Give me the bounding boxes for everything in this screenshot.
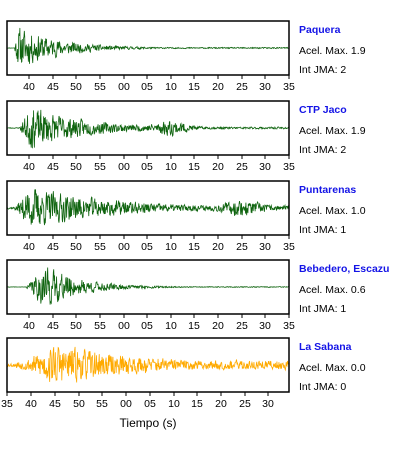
tick-label: 55 xyxy=(94,241,106,253)
panel-2: 40 45 50 55 00 05 10 15 20 25 30 35 CTP Jaco Acel. Ma… xyxy=(6,100,366,173)
panel-5: 35 40 45 50 55 00 05 10 15 20 25 30 La Sabana Acel. M… xyxy=(1,337,366,410)
station-name: CTP Jaco xyxy=(299,104,347,116)
tick-label: 05 xyxy=(141,161,153,173)
tick-label: 05 xyxy=(141,320,153,332)
tick-label: 30 xyxy=(259,161,271,173)
tick-label: 30 xyxy=(259,320,271,332)
tick-label: 00 xyxy=(118,81,130,93)
panel-frame-4 xyxy=(6,259,290,315)
tick-label: 10 xyxy=(168,398,180,410)
station-name: Paquera xyxy=(299,24,341,36)
tick-label: 45 xyxy=(47,241,59,253)
panel-frame-1 xyxy=(6,20,290,76)
tick-label: 00 xyxy=(118,161,130,173)
tick-label: 20 xyxy=(215,398,227,410)
tick-label: 30 xyxy=(259,241,271,253)
tick-label: 05 xyxy=(141,241,153,253)
tick-label: 50 xyxy=(70,81,82,93)
waveform-5 xyxy=(6,346,289,383)
tick-label: 15 xyxy=(188,241,200,253)
tick-label: 30 xyxy=(262,398,274,410)
tick-label: 50 xyxy=(73,398,85,410)
tick-label: 40 xyxy=(23,320,35,332)
tick-label: 25 xyxy=(236,320,248,332)
tick-label: 35 xyxy=(283,320,295,332)
tick-label: 20 xyxy=(212,161,224,173)
tick-label: 50 xyxy=(70,241,82,253)
panel-3: 40 45 50 55 00 05 10 15 20 25 30 35 Puntarenas Acel. … xyxy=(6,180,366,253)
tick-label: 45 xyxy=(47,81,59,93)
tick-label: 55 xyxy=(94,320,106,332)
tick-label: 10 xyxy=(165,320,177,332)
waveform-3 xyxy=(6,189,289,226)
int-jma-label: Int JMA: 1 xyxy=(299,303,346,315)
waveform-4 xyxy=(6,267,289,305)
acel-max-label: Acel. Max. 0.0 xyxy=(299,362,366,374)
tick-label: 10 xyxy=(165,81,177,93)
tick-label: 40 xyxy=(23,241,35,253)
tick-label: 55 xyxy=(96,398,108,410)
panel-1: 40 45 50 55 00 05 10 15 20 25 30 35 Paquera Acel. Max… xyxy=(6,20,366,93)
tick-label: 25 xyxy=(236,241,248,253)
tick-label: 20 xyxy=(212,81,224,93)
panel-frame-5 xyxy=(6,337,290,393)
tick-label: 25 xyxy=(236,161,248,173)
tick-label: 25 xyxy=(236,81,248,93)
tick-label: 45 xyxy=(49,398,61,410)
waveform-2 xyxy=(6,109,289,149)
station-name: Puntarenas xyxy=(299,184,356,196)
tick-label: 15 xyxy=(191,398,203,410)
tick-label: 35 xyxy=(283,81,295,93)
tick-label: 35 xyxy=(283,161,295,173)
tick-label: 15 xyxy=(188,81,200,93)
tick-label: 35 xyxy=(283,241,295,253)
tick-label: 05 xyxy=(144,398,156,410)
tick-label: 15 xyxy=(188,320,200,332)
tick-label: 40 xyxy=(25,398,37,410)
tick-label: 55 xyxy=(94,161,106,173)
panel-4: 40 45 50 55 00 05 10 15 20 25 30 35 Bebedero, Escazu… xyxy=(6,259,389,332)
tick-label: 00 xyxy=(118,320,130,332)
station-name: Bebedero, Escazu xyxy=(299,263,389,275)
tick-label: 50 xyxy=(70,161,82,173)
int-jma-label: Int JMA: 0 xyxy=(299,381,346,393)
tick-label: 00 xyxy=(120,398,132,410)
tick-label: 45 xyxy=(47,161,59,173)
tick-label: 35 xyxy=(1,398,13,410)
tick-label: 55 xyxy=(94,81,106,93)
acel-max-label: Acel. Max. 1.9 xyxy=(299,45,366,57)
tick-label: 10 xyxy=(165,161,177,173)
int-jma-label: Int JMA: 2 xyxy=(299,144,346,156)
tick-label: 10 xyxy=(165,241,177,253)
acel-max-label: Acel. Max. 1.9 xyxy=(299,125,366,137)
int-jma-label: Int JMA: 2 xyxy=(299,64,346,76)
panels-group: 40 45 50 55 00 05 10 15 20 25 30 35 Paquera Acel. Max… xyxy=(1,20,389,410)
tick-label: 25 xyxy=(239,398,251,410)
int-jma-label: Int JMA: 1 xyxy=(299,224,346,236)
tick-label: 40 xyxy=(23,81,35,93)
panel-frame-2 xyxy=(6,100,290,156)
tick-label: 20 xyxy=(212,241,224,253)
tick-label: 15 xyxy=(188,161,200,173)
x-axis-label: Tiempo (s) xyxy=(120,416,177,430)
panel-frame-3 xyxy=(6,180,290,236)
acel-max-label: Acel. Max. 0.6 xyxy=(299,284,366,296)
tick-label: 20 xyxy=(212,320,224,332)
waveform-1 xyxy=(6,27,289,64)
tick-label: 40 xyxy=(23,161,35,173)
tick-label: 30 xyxy=(259,81,271,93)
tick-label: 00 xyxy=(118,241,130,253)
tick-label: 50 xyxy=(70,320,82,332)
station-name: La Sabana xyxy=(299,341,352,353)
tick-label: 05 xyxy=(141,81,153,93)
tick-label: 45 xyxy=(47,320,59,332)
acel-max-label: Acel. Max. 1.0 xyxy=(299,205,366,217)
